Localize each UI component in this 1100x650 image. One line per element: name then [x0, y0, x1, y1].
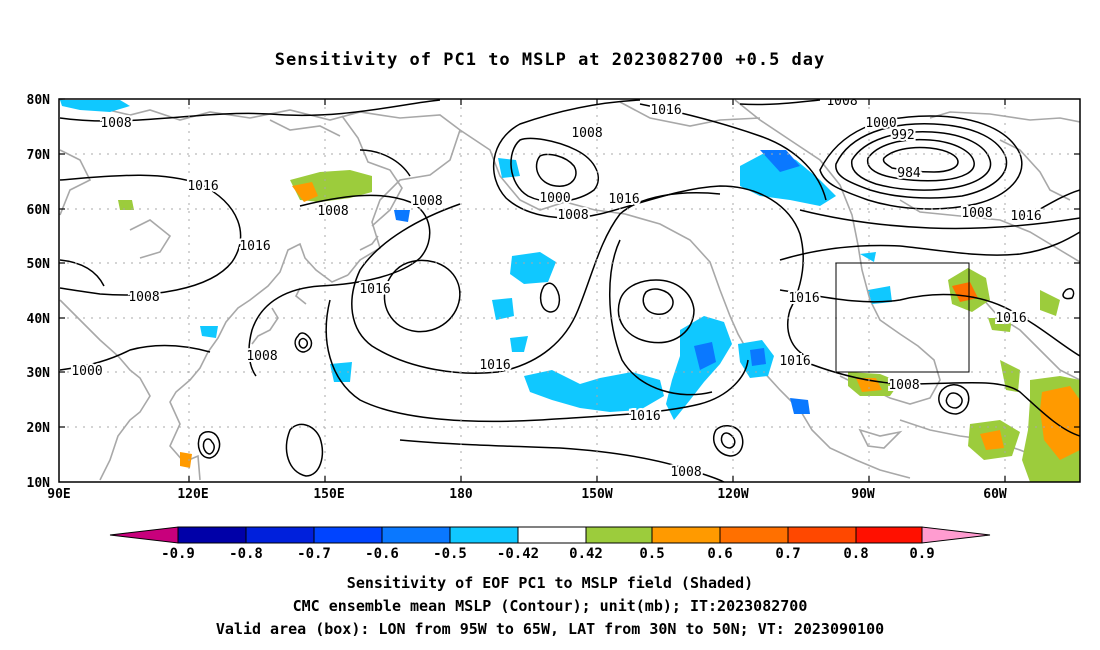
colorbar-label: 0.9 [909, 546, 934, 562]
lat-label: 20N [27, 421, 51, 436]
contour-label: 1000 [865, 116, 896, 131]
map-ticks [59, 98, 1080, 482]
colorbar-swatch [651, 526, 721, 544]
colorbar-low-end [109, 526, 179, 544]
colorbar-label: 0.6 [707, 546, 732, 562]
mslp-contours [59, 99, 1080, 482]
contour-label: 1008 [557, 208, 588, 223]
lat-lon-grid [59, 99, 1080, 482]
contour-label: 1016 [187, 179, 218, 194]
contour-label: 1008 [670, 465, 701, 480]
lon-label: 90W [851, 487, 875, 502]
contour-label: 1008 [961, 206, 992, 221]
contour-label: 1016 [779, 354, 810, 369]
colorbar-label: -0.5 [433, 546, 467, 562]
colorbar-swatch [855, 526, 923, 544]
lat-label: 80N [27, 93, 51, 108]
contour-label: 1016 [1010, 209, 1041, 224]
map-frame [58, 98, 1081, 483]
lon-label: 180 [449, 487, 473, 502]
contour-label: 1008 [317, 204, 348, 219]
caption-contour: CMC ensemble mean MSLP (Contour); unit(m… [292, 597, 808, 615]
colorbar-label: -0.8 [229, 546, 263, 562]
contour-label: 1008 [411, 194, 442, 209]
chart-title: Sensitivity of PC1 to MSLP at 2023082700… [274, 50, 826, 70]
caption-valid-area: Valid area (box): LON from 95W to 65W, L… [215, 620, 885, 638]
contour-label: 1000 [71, 364, 102, 379]
colorbar-label: -0.7 [297, 546, 331, 562]
lon-label: 150W [581, 487, 612, 502]
colorbar-swatch [245, 526, 315, 544]
colorbar-high-end [921, 526, 991, 544]
colorbar-swatch [719, 526, 789, 544]
lon-label: 150E [313, 487, 344, 502]
contour-label: 1016 [788, 291, 819, 306]
colorbar-label: 0.42 [569, 546, 603, 562]
colorbar-swatch [517, 526, 587, 544]
contour-label: 1008 [100, 116, 131, 131]
lat-label: 50N [27, 257, 51, 272]
lon-label: 90E [47, 487, 70, 502]
lat-label: 70N [27, 148, 51, 163]
caption-shading: Sensitivity of EOF PC1 to MSLP field (Sh… [346, 574, 754, 592]
colorbar-swatch [177, 526, 247, 544]
colorbar-swatch [787, 526, 857, 544]
lat-label: 10N [27, 476, 51, 491]
coastlines [59, 99, 1080, 481]
contour-label: 992 [891, 128, 914, 143]
colorbar-swatch [313, 526, 383, 544]
colorbar-label: -0.9 [161, 546, 195, 562]
contour-label: 1008 [826, 94, 857, 109]
contour-label: 1016 [995, 311, 1026, 326]
colorbar [109, 526, 991, 544]
colorbar-label: -0.42 [497, 546, 539, 562]
colorbar-label: -0.6 [365, 546, 399, 562]
contour-labels: 1008 1016 1008 1016 1008 1016 1008 1000 … [69, 94, 1043, 482]
valid-area-box [835, 262, 970, 373]
lat-label: 30N [27, 366, 51, 381]
lat-label: 40N [27, 312, 51, 327]
contour-label: 1008 [128, 290, 159, 305]
contour-label: 984 [897, 166, 921, 181]
lon-label: 120E [177, 487, 208, 502]
lon-label: 60W [983, 487, 1007, 502]
colorbar-swatch [381, 526, 451, 544]
colorbar-label: 0.8 [843, 546, 868, 562]
contour-label: 1016 [608, 192, 639, 207]
contour-label: 1008 [888, 378, 919, 393]
sensitivity-shading [60, 100, 1080, 482]
lon-label: 120W [717, 487, 748, 502]
contour-label: 1016 [479, 358, 510, 373]
contour-label: 1016 [629, 409, 660, 424]
colorbar-label: 0.7 [775, 546, 800, 562]
lat-label: 60N [27, 203, 51, 218]
colorbar-swatch [585, 526, 653, 544]
contour-label: 1016 [650, 103, 681, 118]
colorbar-label: 0.5 [639, 546, 664, 562]
contour-label: 1008 [246, 349, 277, 364]
colorbar-swatch [449, 526, 519, 544]
contour-label: 1016 [359, 282, 390, 297]
contour-label: 1016 [239, 239, 270, 254]
contour-label: 1008 [571, 126, 602, 141]
contour-label: 1000 [539, 191, 570, 206]
